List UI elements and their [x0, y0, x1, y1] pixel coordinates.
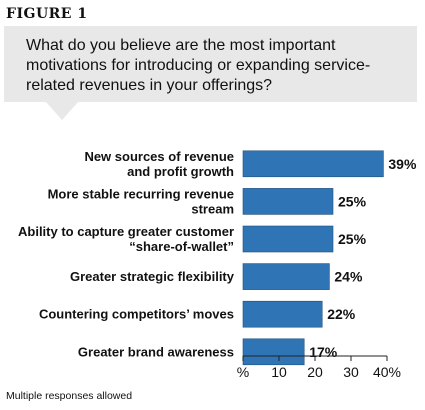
category-label: “share-of-wallet”: [129, 239, 234, 254]
bar: [242, 150, 384, 178]
x-tick-label: %: [237, 364, 249, 380]
value-label: 25%: [338, 193, 367, 209]
bar: [242, 188, 334, 215]
footnote: Multiple responses allowed: [6, 390, 133, 402]
category-label: stream: [191, 201, 234, 216]
bar: [242, 338, 305, 366]
value-label: 39%: [388, 156, 417, 172]
figure-label: FIGURE 1: [6, 6, 88, 22]
category-label: Ability to capture greater customer: [18, 224, 234, 239]
category-label: Countering competitors’ moves: [39, 307, 234, 322]
bar: [242, 300, 323, 328]
x-tick-label: 20: [307, 364, 323, 380]
x-tick-label: 10: [271, 364, 287, 380]
x-tick-label: 30: [343, 364, 359, 380]
value-label: 17%: [309, 344, 338, 360]
speech-pointer: [46, 102, 78, 120]
category-label: Greater brand awareness: [78, 344, 234, 359]
value-label: 25%: [338, 231, 367, 247]
bar: [242, 263, 330, 290]
category-label: New sources of revenue: [84, 149, 234, 164]
question-text: What do you believe are the most importa…: [26, 37, 371, 94]
category-label: and profit growth: [127, 164, 234, 179]
bar: [242, 225, 334, 253]
value-label: 22%: [327, 306, 356, 322]
category-label: More stable recurring revenue: [48, 186, 234, 201]
value-label: 24%: [334, 269, 363, 285]
x-tick-label: 40%: [373, 364, 401, 380]
category-label: Greater strategic flexibility: [70, 269, 235, 284]
question-box: What do you believe are the most importa…: [4, 26, 417, 102]
